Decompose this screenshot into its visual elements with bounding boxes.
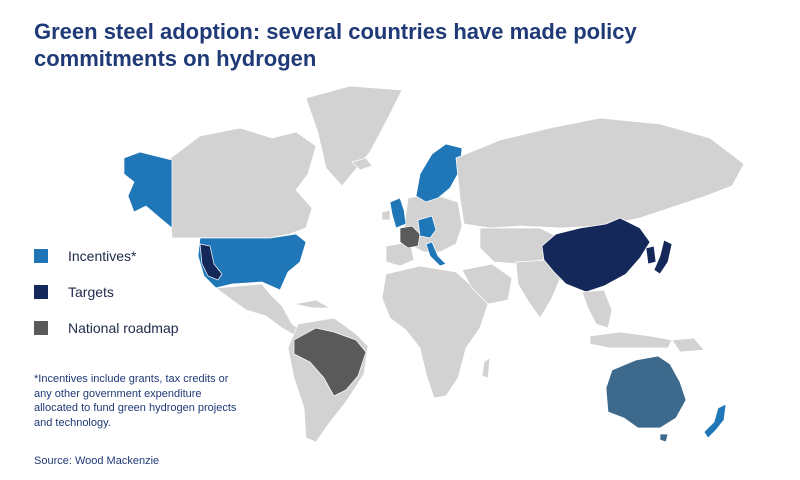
middle-east[interactable]	[461, 263, 513, 305]
legend-item-roadmap: National roadmap	[34, 318, 179, 338]
united-kingdom[interactable]	[389, 197, 407, 229]
legend-item-incentives: Incentives*	[34, 246, 179, 266]
indonesia[interactable]	[589, 331, 673, 349]
legend-swatch-roadmap	[34, 321, 48, 335]
footnote: *Incentives include grants, tax credits …	[34, 373, 237, 429]
iceland[interactable]	[351, 157, 373, 171]
california[interactable]	[199, 243, 223, 281]
alaska[interactable]	[123, 151, 173, 229]
canada[interactable]	[167, 127, 317, 239]
brazil[interactable]	[293, 327, 367, 397]
legend: Incentives* Targets National roadmap	[34, 246, 179, 354]
legend-label: Targets	[68, 284, 114, 300]
scandinavia[interactable]	[415, 143, 463, 203]
madagascar[interactable]	[481, 357, 491, 379]
source-note: Source: Wood Mackenzie	[34, 455, 160, 467]
legend-label: National roadmap	[68, 320, 179, 336]
korea[interactable]	[645, 245, 657, 265]
china[interactable]	[541, 217, 651, 293]
greenland[interactable]	[305, 85, 403, 187]
new-zealand[interactable]	[703, 403, 727, 439]
tasmania[interactable]	[659, 433, 669, 443]
caribbean[interactable]	[293, 299, 332, 309]
ireland[interactable]	[381, 209, 391, 221]
usa[interactable]	[197, 233, 307, 291]
mexico[interactable]	[215, 283, 307, 339]
southeast-asia[interactable]	[581, 289, 613, 329]
germany[interactable]	[417, 215, 437, 239]
map-title: Green steel adoption: several countries …	[34, 19, 637, 71]
legend-swatch-targets	[34, 285, 48, 299]
legend-swatch-incentives	[34, 249, 48, 263]
australia[interactable]	[605, 355, 687, 429]
africa[interactable]	[381, 265, 489, 399]
italy[interactable]	[425, 241, 447, 267]
russia[interactable]	[455, 117, 745, 229]
legend-label: Incentives*	[68, 248, 137, 264]
papua[interactable]	[671, 337, 705, 353]
japan[interactable]	[653, 239, 673, 275]
france[interactable]	[399, 225, 421, 249]
legend-item-targets: Targets	[34, 282, 179, 302]
world-map	[123, 85, 745, 443]
